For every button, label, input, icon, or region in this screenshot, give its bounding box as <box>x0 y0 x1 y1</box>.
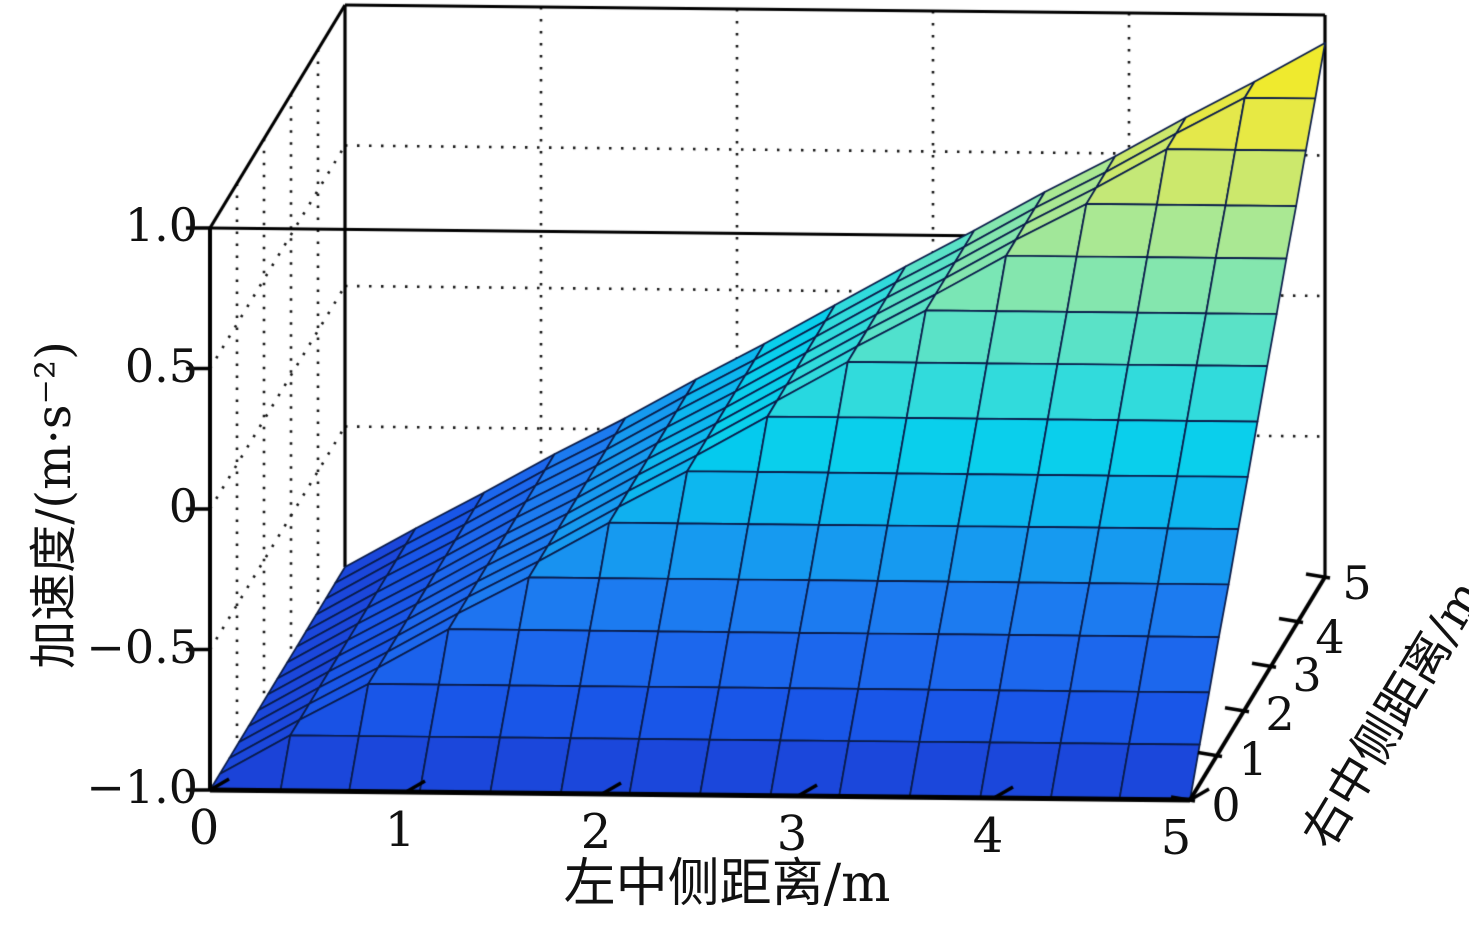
z-tick-label-1.0: 1.0 <box>124 198 198 252</box>
z-tick-label-0: 0 <box>168 479 198 533</box>
z-tick-label--0.5: −0.5 <box>86 620 198 674</box>
x-tick-label-3: 3 <box>776 806 808 862</box>
y-tick-label-0: 0 <box>1211 778 1241 832</box>
z-tick-label-0.5: 0.5 <box>124 339 198 393</box>
x-axis-title: 左中侧距离/m <box>563 854 891 914</box>
x-tick-label-0: 0 <box>188 800 220 856</box>
x-tick-label-5: 5 <box>1160 810 1192 866</box>
z-axis-title: 加速度/(m·s⁻²) <box>26 341 82 669</box>
y-tick-label-1: 1 <box>1238 732 1268 786</box>
x-tick-label-1: 1 <box>384 802 416 858</box>
y-tick-label-3: 3 <box>1292 648 1322 702</box>
y-tick-label-5: 5 <box>1342 556 1372 610</box>
y-tick-label-2: 2 <box>1265 687 1295 741</box>
z-tick-label--1.0: −1.0 <box>86 760 198 814</box>
y-tick-label-4: 4 <box>1315 610 1345 664</box>
x-tick-label-4: 4 <box>972 808 1004 864</box>
x-tick-label-2: 2 <box>580 804 612 860</box>
